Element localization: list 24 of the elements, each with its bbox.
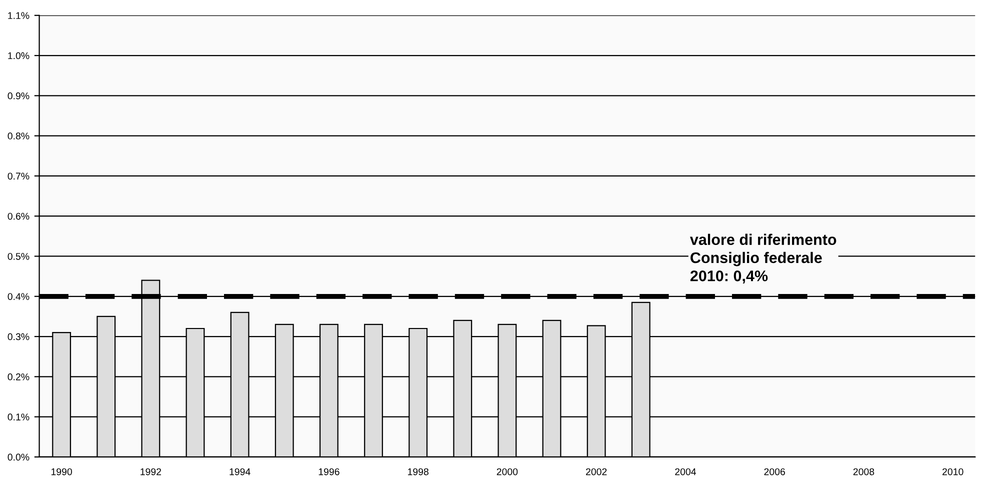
y-tick-label: 0.6%: [8, 212, 30, 220]
y-tick-label: 1.0%: [8, 52, 30, 60]
y-tick-label: 0.5%: [8, 252, 30, 260]
y-tick-label: 0.3%: [8, 333, 30, 340]
x-tick-label: 2004: [675, 468, 696, 476]
y-tick-label: 0.2%: [8, 373, 30, 380]
x-tick-label: 2008: [853, 468, 874, 476]
y-tick-label: 0.8%: [8, 132, 30, 140]
x-tick-label: 2010: [942, 468, 964, 476]
x-tick-label: 1996: [318, 468, 340, 476]
x-tick-label: 1998: [408, 468, 428, 476]
x-tick-label: 1994: [230, 468, 250, 476]
y-tick-label: 0.4%: [8, 293, 30, 300]
x-tick-label: 1992: [140, 468, 162, 476]
y-tick-label: 0.7%: [8, 172, 30, 180]
x-tick-label: 2000: [496, 468, 518, 476]
y-tick-label: 0.9%: [8, 92, 30, 100]
x-tick-label: 2006: [764, 468, 785, 476]
x-tick-label: 1990: [51, 468, 72, 476]
y-tick-label: 0.1%: [8, 414, 30, 420]
y-tick-label: 0.0%: [8, 454, 30, 461]
ref-line-label: valore di riferimento Consiglio federale 2010: 0,4%: [690, 234, 836, 284]
y-tick-label: 1.1%: [8, 12, 30, 19]
x-tick-label: 2002: [586, 468, 607, 476]
